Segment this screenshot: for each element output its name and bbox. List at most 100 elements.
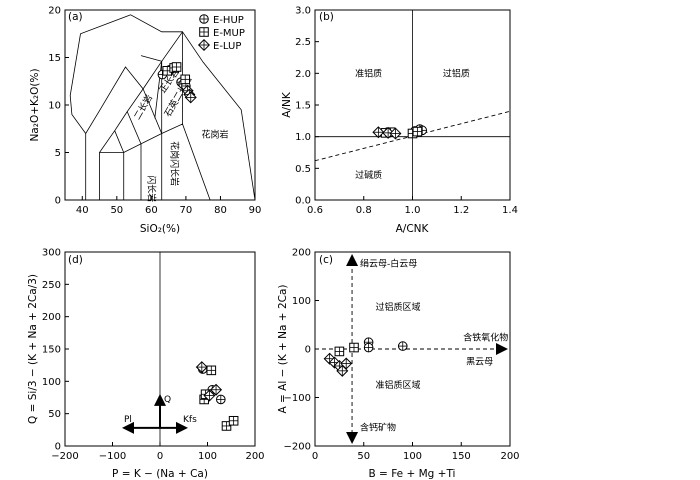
legend-marker: [199, 27, 209, 37]
x-tick-label: 0.8: [356, 205, 372, 216]
data-point: [228, 415, 239, 426]
x-tick-label: −100: [99, 451, 126, 462]
panel-d: −200 −100 0 100 200 0 50 100 150 200 250 300 (d) Q Pl K…: [27, 248, 265, 480]
field-label: 过碱质: [355, 169, 382, 181]
y-axis-label: Na₂O+K₂O(%): [29, 68, 41, 141]
data-point: [221, 421, 232, 431]
x-tick-label: 70: [180, 205, 193, 216]
x-tick-label: 50: [110, 205, 123, 216]
field-boundary: [140, 55, 162, 62]
y-tick-label: 300: [42, 248, 61, 259]
y-tick-label: 20: [48, 6, 61, 17]
data-point: [180, 74, 191, 85]
field-boundary: [99, 123, 211, 201]
x-tick-label: 1.0: [405, 205, 421, 216]
field-boundary: [114, 130, 125, 153]
arrow-down: [346, 432, 359, 444]
field-boundary: [69, 14, 183, 134]
y-tick-label: 0: [55, 442, 61, 453]
field-label: 闪长岩: [146, 175, 158, 202]
x-axis-label: SiO₂(%): [140, 223, 180, 235]
vector-q-head: [154, 393, 166, 406]
x-tick-label: −200: [51, 451, 78, 462]
y-tick-label: 0: [305, 345, 311, 356]
vector-label: Kfs: [183, 415, 197, 425]
data-point: [389, 127, 402, 140]
y-tick-label: 0.5: [295, 164, 311, 175]
field-label: 过铝质: [443, 68, 470, 80]
data-point: [363, 342, 374, 353]
data-point: [340, 357, 353, 370]
y-tick-label: 3.0: [295, 6, 311, 17]
arrow-right: [496, 343, 508, 355]
series-e-lup: [195, 361, 223, 402]
x-tick-label: 80: [214, 205, 227, 216]
series-e-lup: [323, 352, 353, 377]
panel-label: (a): [68, 11, 83, 23]
field-label: 花岗闪长岩: [168, 141, 180, 186]
data-point: [171, 62, 182, 72]
field-boundary: [142, 88, 163, 134]
y-tick-label: 100: [42, 377, 61, 388]
y-axis-label: A/NK: [281, 91, 293, 118]
field-boundary: [99, 88, 144, 153]
y-axis-label: Q = Si/3 − (K + Na + 2Ca/3): [27, 274, 39, 424]
x-tick-label: 60: [145, 205, 158, 216]
y-tick-label: 10: [48, 101, 61, 112]
x-tick-label: 40: [76, 205, 89, 216]
x-tick-label: 200: [500, 451, 519, 462]
panel-label: (b): [319, 11, 334, 23]
data-point: [397, 341, 408, 351]
data-point: [210, 383, 223, 396]
x-tick-label: 0.6: [307, 205, 323, 216]
x-tick-label: 90: [249, 205, 262, 216]
data-point: [372, 126, 385, 139]
x-tick-label: 1.4: [502, 205, 518, 216]
legend-label: E-LUP: [213, 41, 241, 52]
legend-label: E-MUP: [213, 28, 245, 39]
series-e-lup: [181, 84, 197, 104]
x-tick-label: 100: [198, 451, 217, 462]
x-tick-label: 0: [157, 451, 163, 462]
annotation: 准铝质区域: [375, 379, 420, 391]
y-tick-label: 150: [42, 345, 61, 356]
legend-label: E-HUP: [213, 15, 244, 26]
annotation: 含铁氧化物: [463, 331, 508, 343]
data-point: [334, 346, 345, 357]
panel-b: 0.6 0.8 1.0 1.2 1.4 0.0 0.5 1.0 1.5 2.0 2.5 3.0 (b) 准…: [281, 6, 518, 236]
vector-pl-head: [122, 421, 134, 434]
legend-marker: [199, 14, 209, 24]
field-label: 花岗岩: [201, 128, 228, 140]
x-axis-label: B = Fe + Mg +Ti: [369, 468, 456, 480]
y-tick-label: 100: [292, 296, 311, 307]
y-tick-label: 15: [48, 53, 61, 64]
y-axis-label: A = Al − (K + Na + 2Ca): [277, 285, 289, 414]
x-axis-label: P = K − (Na + Ca): [112, 468, 208, 480]
panel-label: (d): [68, 254, 83, 266]
x-axis-label: A/CNK: [396, 223, 430, 235]
annotation: 过铝质区域: [375, 301, 420, 313]
y-tick-label: 200: [42, 312, 61, 323]
field-boundary: [126, 111, 142, 145]
field-label: 二长岩: [131, 92, 155, 121]
series-e-hup: [363, 337, 408, 353]
data-point: [206, 365, 217, 376]
data-point: [203, 389, 216, 402]
data-point: [184, 91, 197, 104]
y-tick-label: 2.0: [295, 69, 311, 80]
y-tick-label: 5: [55, 148, 61, 159]
annotation: 含钙矿物: [360, 421, 396, 433]
series-e-mup: [334, 342, 359, 357]
y-tick-label: 1.0: [295, 132, 311, 143]
vector-kfs-head: [176, 421, 188, 434]
data-point: [195, 361, 208, 374]
y-tick-label: 50: [48, 409, 61, 420]
x-tick-label: 50: [357, 451, 370, 462]
data-point: [412, 126, 423, 137]
y-tick-label: 0.0: [295, 196, 311, 207]
y-tick-label: 250: [42, 280, 61, 291]
y-tick-label: 200: [292, 248, 311, 259]
legend-marker: [197, 38, 211, 52]
